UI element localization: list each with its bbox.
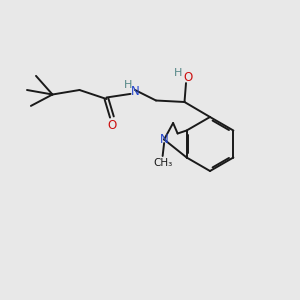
Text: H: H [124, 80, 133, 90]
Text: N: N [131, 85, 140, 98]
Text: O: O [107, 119, 116, 133]
Text: H: H [173, 68, 182, 78]
Text: CH₃: CH₃ [153, 158, 172, 168]
Text: O: O [184, 70, 193, 84]
Text: N: N [160, 133, 169, 146]
